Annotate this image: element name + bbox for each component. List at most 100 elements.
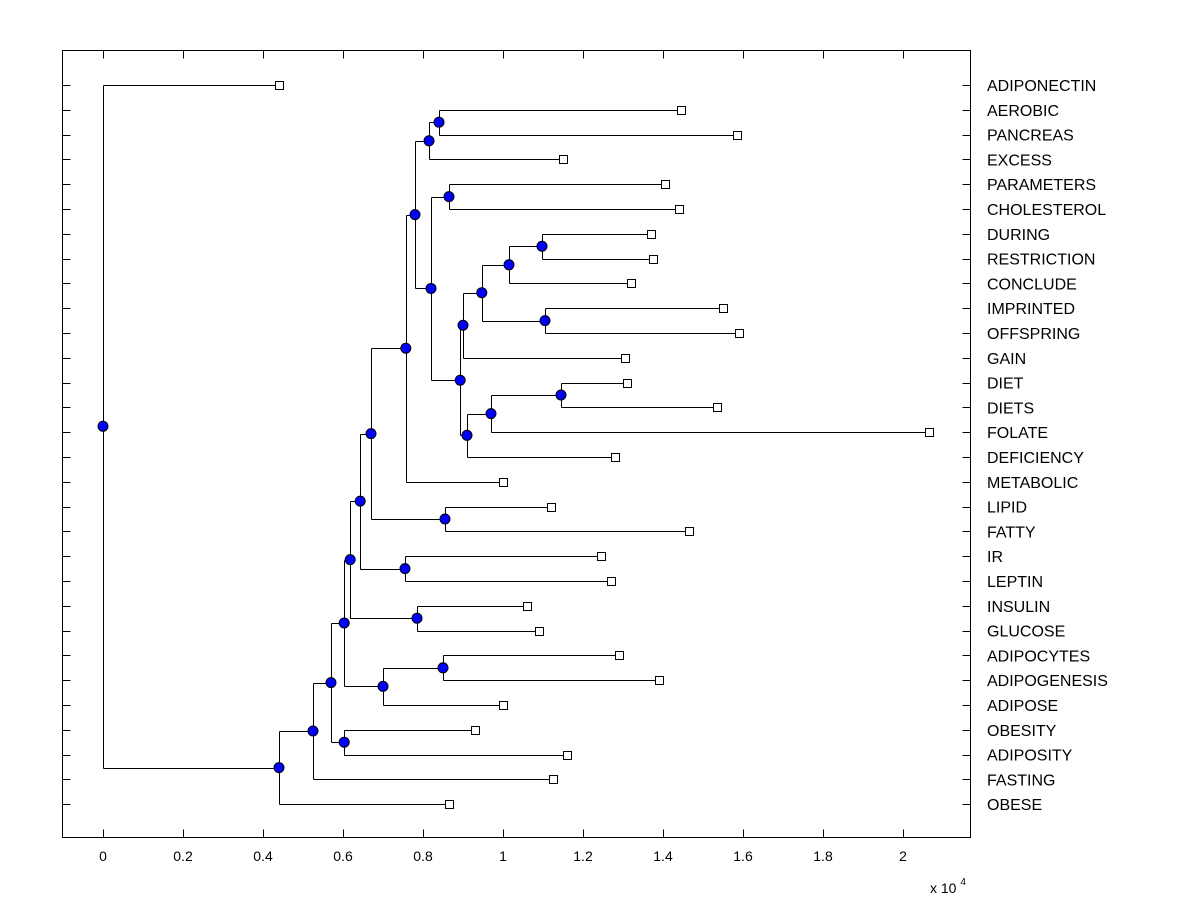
leaf-marker	[445, 800, 454, 809]
leaf-label: OBESE	[987, 797, 1042, 814]
merge-node-marker	[338, 736, 350, 748]
leaf-label: DEFICIENCY	[987, 450, 1084, 467]
leaf-marker	[735, 329, 744, 338]
leaf-marker	[597, 552, 606, 561]
leaf-label: LEPTIN	[987, 574, 1043, 591]
x-tick-label: 1.2	[573, 848, 593, 864]
leaf-label: CHOLESTEROL	[987, 202, 1106, 219]
leaf-marker	[649, 255, 658, 264]
leaf-label: FATTY	[987, 524, 1036, 541]
merge-node-marker	[377, 680, 389, 692]
leaf-label: DIET	[987, 376, 1024, 393]
leaf-label: LIPID	[987, 500, 1027, 517]
leaf-marker	[607, 577, 616, 586]
merge-node-marker	[354, 495, 366, 507]
leaf-label: PANCREAS	[987, 128, 1074, 145]
y-axis-ticks	[62, 85, 71, 805]
leaf-label: PARAMETERS	[987, 177, 1096, 194]
x-tick-label: 0	[99, 848, 107, 864]
leaf-label: RESTRICTION	[987, 252, 1095, 269]
merge-node-marker	[503, 259, 515, 271]
merge-node-markers	[97, 116, 567, 774]
merge-node-marker	[539, 315, 551, 327]
merge-node-marker	[411, 612, 423, 624]
merge-node-marker	[461, 429, 473, 441]
merge-node-marker	[307, 725, 319, 737]
leaf-label: AEROBIC	[987, 103, 1059, 120]
leaf-label: METABOLIC	[987, 475, 1078, 492]
leaf-marker	[471, 726, 480, 735]
leaf-label: GLUCOSE	[987, 624, 1065, 641]
leaf-label: GAIN	[987, 351, 1026, 368]
leaf-label: DIETS	[987, 400, 1034, 417]
x-tick-label: 1.8	[813, 848, 833, 864]
y-axis-ticks-right	[962, 85, 971, 805]
merge-node-marker	[97, 420, 109, 432]
plot-frame	[62, 50, 971, 838]
x-tick-label: 1.6	[733, 848, 753, 864]
x-tick-label: 0.8	[413, 848, 433, 864]
x-tick-label: 0.4	[253, 848, 273, 864]
leaf-label: DURING	[987, 227, 1050, 244]
leaf-marker	[615, 651, 624, 660]
leaf-marker	[647, 230, 656, 239]
merge-node-marker	[344, 554, 356, 566]
x-tick-label: 2	[899, 848, 907, 864]
merge-node-marker	[338, 617, 350, 629]
leaf-marker	[677, 106, 686, 115]
leaf-markers	[275, 81, 934, 809]
merge-node-marker	[437, 662, 449, 674]
leaf-marker	[523, 602, 532, 611]
merge-node-marker	[443, 191, 455, 203]
merge-node-marker	[423, 135, 435, 147]
leaf-marker	[713, 403, 722, 412]
leaf-marker	[621, 354, 630, 363]
leaf-marker	[559, 155, 568, 164]
leaf-labels: ADIPONECTIN AEROBIC PANCREAS EXCESS PARAMETE…	[987, 78, 1108, 814]
merge-node-marker	[425, 282, 437, 294]
leaf-label: EXCESS	[987, 152, 1052, 169]
leaf-label: ADIPOGENESIS	[987, 673, 1108, 690]
leaf-marker	[499, 478, 508, 487]
leaf-marker	[627, 279, 636, 288]
leaf-label: IMPRINTED	[987, 301, 1075, 318]
merge-node-marker	[325, 677, 337, 689]
merge-node-marker	[400, 342, 412, 354]
merge-node-marker	[433, 116, 445, 128]
leaf-marker	[655, 676, 664, 685]
merge-node-marker	[555, 389, 567, 401]
leaf-marker	[611, 453, 620, 462]
axis-multiplier: x 10 4	[930, 877, 966, 896]
merge-node-marker	[439, 513, 451, 525]
merge-node-marker	[476, 287, 488, 299]
leaf-label: IR	[987, 549, 1003, 566]
leaf-label: CONCLUDE	[987, 276, 1077, 293]
leaf-label: OBESITY	[987, 723, 1057, 740]
merge-node-marker	[399, 563, 411, 575]
leaf-marker	[275, 81, 284, 90]
leaf-marker	[549, 775, 558, 784]
leaf-marker	[499, 701, 508, 710]
x-axis-ticks	[103, 50, 904, 838]
leaf-marker	[661, 180, 670, 189]
leaf-marker	[547, 503, 556, 512]
leaf-label: ADIPOCYTES	[987, 648, 1090, 665]
x-tick-label: 0.6	[333, 848, 353, 864]
leaf-label: ADIPONECTIN	[987, 78, 1096, 95]
leaf-marker	[719, 304, 728, 313]
leaf-marker	[563, 751, 572, 760]
merge-node-marker	[365, 428, 377, 440]
leaf-marker	[535, 627, 544, 636]
merge-node-marker	[409, 209, 421, 221]
x-tick-label: 1	[499, 848, 507, 864]
leaf-marker	[675, 205, 684, 214]
merge-node-marker	[454, 374, 466, 386]
x-tick-label: 0.2	[173, 848, 193, 864]
axis-multiplier-exponent: 4	[960, 877, 966, 888]
leaf-label: OFFSPRING	[987, 326, 1080, 343]
merge-node-marker	[273, 762, 285, 774]
leaf-label: FASTING	[987, 772, 1055, 789]
leaf-marker	[685, 527, 694, 536]
x-tick-label: 1.4	[653, 848, 673, 864]
